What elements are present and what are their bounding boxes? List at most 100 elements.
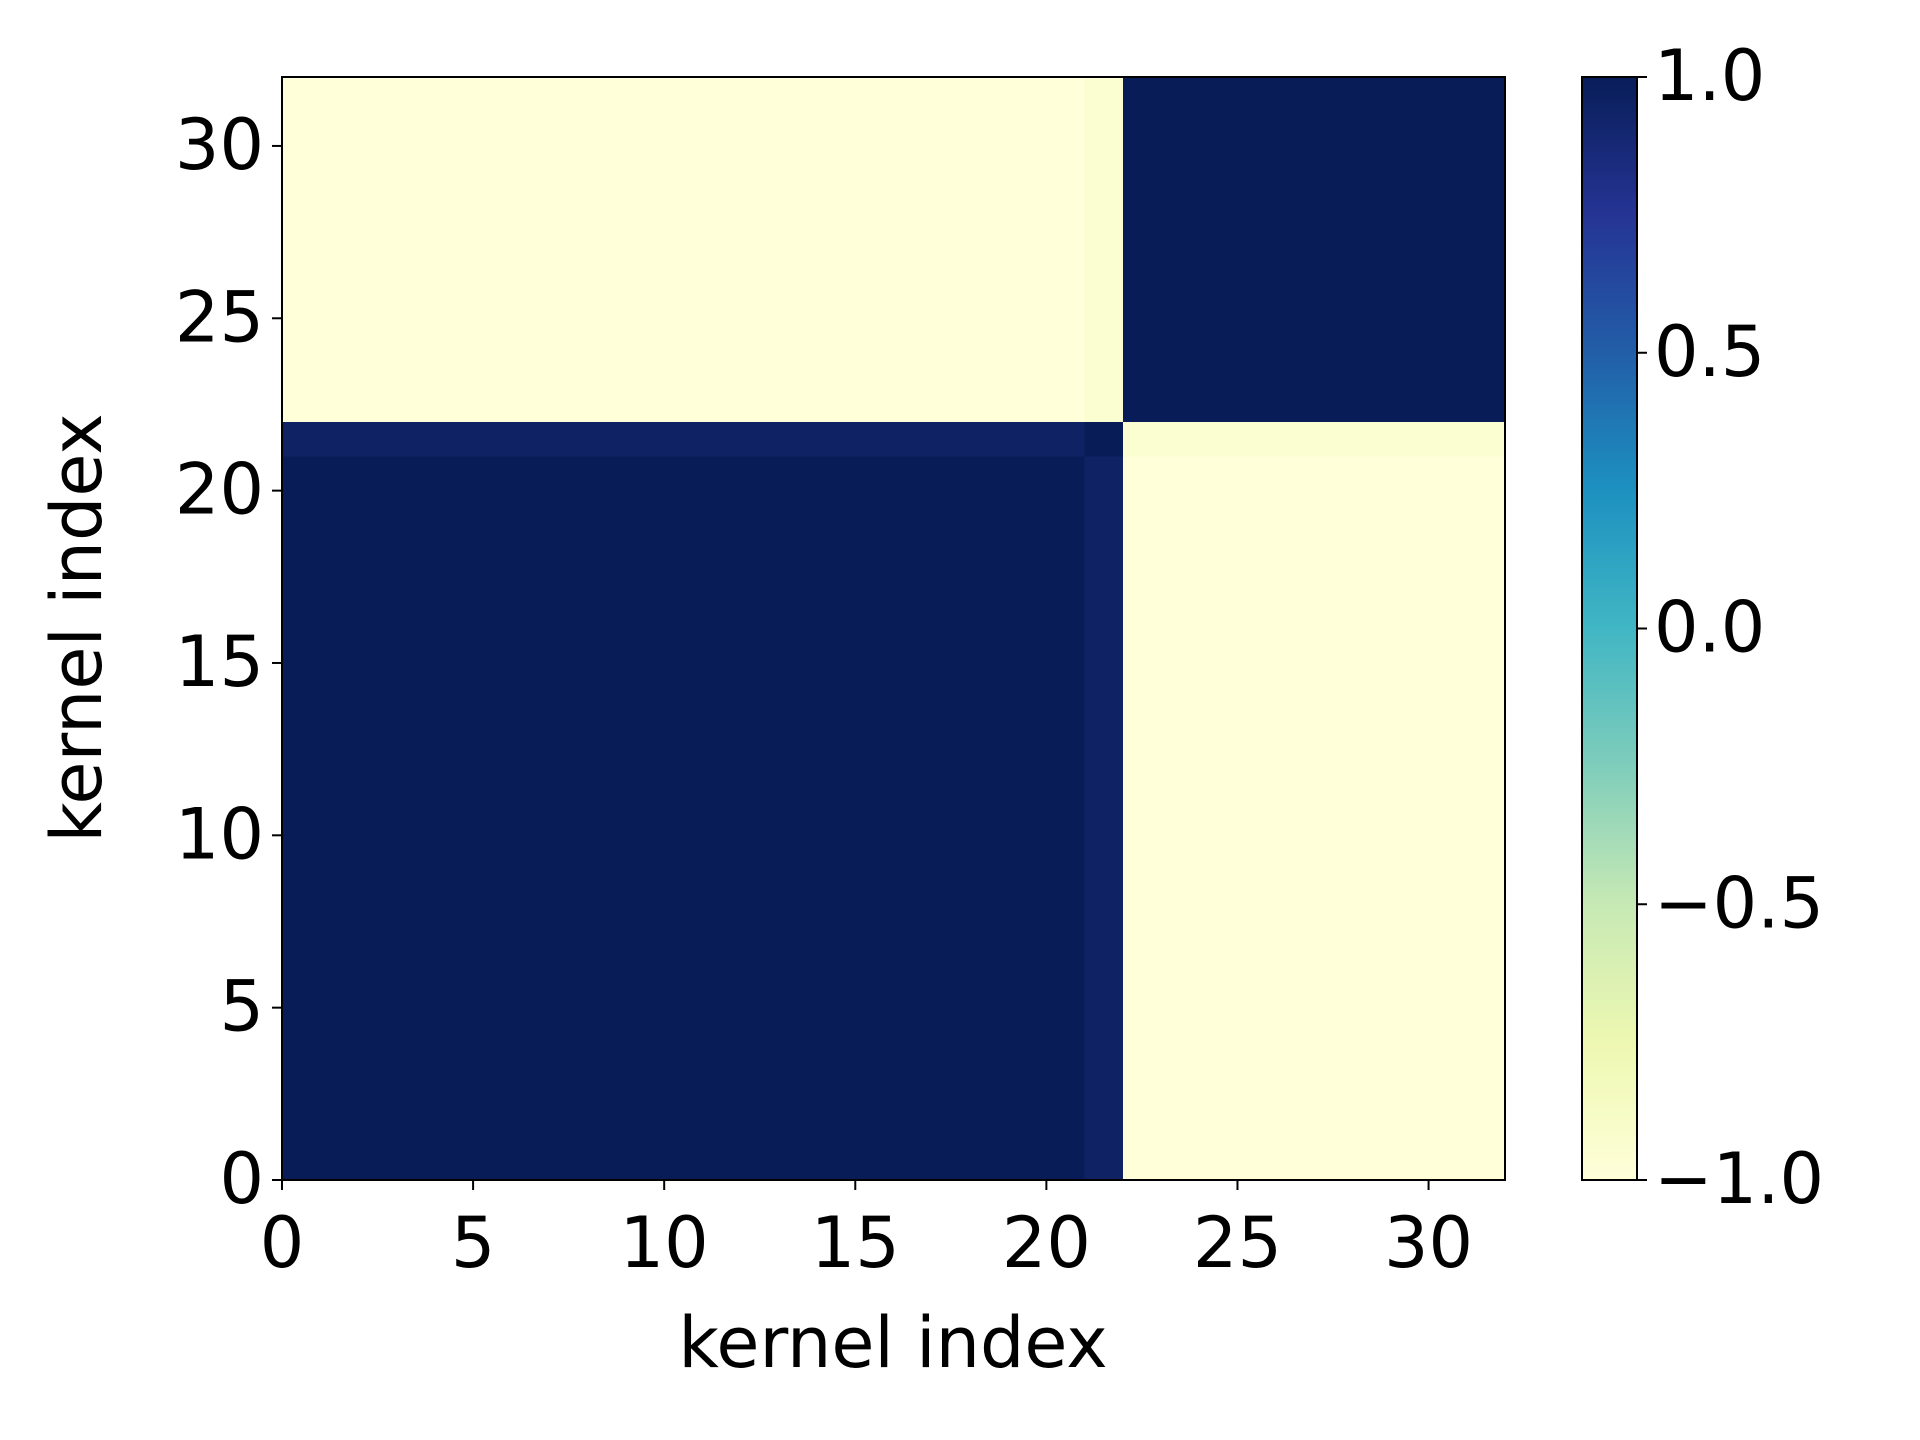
heatmap-cell: [702, 249, 742, 285]
x-tick-label: 10: [620, 1202, 709, 1284]
heatmap-cell: [778, 594, 818, 629]
heatmap-cell: [549, 490, 589, 526]
heatmap-cell: [282, 1042, 321, 1078]
heatmap-cell: [1352, 318, 1391, 354]
heatmap-cell: [1313, 283, 1353, 319]
heatmap-cell: [1352, 1145, 1391, 1181]
y-tick-label: 20: [175, 449, 264, 531]
heatmap-cell: [282, 214, 321, 250]
heatmap-cell: [1313, 938, 1353, 974]
heatmap-cell: [740, 594, 780, 629]
heatmap-cell: [1008, 800, 1047, 836]
heatmap-cell: [1352, 1042, 1391, 1078]
heatmap-cell: [587, 559, 627, 595]
heatmap-cell: [817, 835, 856, 871]
heatmap-cell: [893, 662, 933, 698]
heatmap-cell: [664, 145, 703, 181]
heatmap-cell: [1046, 180, 1086, 216]
heatmap-cell: [1122, 835, 1162, 871]
heatmap-cell: [1046, 283, 1086, 319]
heatmap-cell: [1466, 1007, 1506, 1043]
heatmap-cell: [434, 1076, 474, 1112]
heatmap-cell: [1084, 456, 1124, 492]
heatmap-cell: [778, 77, 818, 112]
heatmap-cell: [587, 456, 627, 492]
y-axis-label: kernel index: [36, 413, 118, 842]
y-tick-label: 30: [175, 104, 264, 186]
heatmap-cell: [434, 214, 474, 250]
heatmap-cell: [1237, 249, 1277, 285]
heatmap-cell: [396, 421, 436, 457]
heatmap-cell: [1275, 1042, 1315, 1078]
heatmap-cell: [1275, 1007, 1315, 1043]
heatmap-cell: [1122, 766, 1162, 802]
heatmap-cell: [1428, 869, 1468, 905]
heatmap-cell: [1352, 421, 1391, 457]
heatmap-cell: [320, 145, 359, 181]
heatmap-cell: [969, 283, 1009, 319]
heatmap-cell: [396, 249, 436, 285]
heatmap-cell: [969, 214, 1009, 250]
heatmap-cell: [1275, 180, 1315, 216]
heatmap-cell: [1084, 662, 1124, 698]
heatmap-cell: [1466, 421, 1506, 457]
heatmap-cell: [1237, 180, 1277, 216]
heatmap-cell: [1122, 628, 1162, 664]
heatmap-cell: [396, 180, 436, 216]
heatmap-cell: [1390, 1145, 1430, 1181]
heatmap-cell: [740, 525, 780, 561]
heatmap-cell: [969, 77, 1009, 112]
heatmap-cell: [1008, 421, 1047, 457]
heatmap-cell: [1313, 456, 1353, 492]
heatmap-cell: [1084, 594, 1124, 629]
heatmap-cell: [1084, 180, 1124, 216]
heatmap-cell: [1084, 697, 1124, 733]
heatmap-cell: [1161, 525, 1200, 561]
colorbar-tick-label: −0.5: [1654, 862, 1824, 944]
heatmap-cell: [1428, 77, 1468, 112]
heatmap-cell: [434, 490, 474, 526]
heatmap-cell: [1046, 214, 1086, 250]
heatmap-cell: [1237, 938, 1277, 974]
heatmap-cell: [434, 628, 474, 664]
heatmap-cell: [893, 421, 933, 457]
heatmap-cell: [1084, 835, 1124, 871]
heatmap-cell: [1161, 731, 1200, 767]
heatmap-cell: [855, 456, 894, 492]
heatmap-cell: [778, 525, 818, 561]
heatmap-cell: [1237, 1076, 1277, 1112]
heatmap-cell: [740, 835, 780, 871]
heatmap-cell: [817, 283, 856, 319]
heatmap-cell: [1390, 180, 1430, 216]
heatmap-cell: [778, 387, 818, 423]
heatmap-cell: [1237, 111, 1277, 147]
heatmap-cell: [320, 1076, 359, 1112]
heatmap-cell: [1352, 1007, 1391, 1043]
heatmap-cell: [969, 145, 1009, 181]
heatmap-cell: [1008, 490, 1047, 526]
heatmap-cell: [969, 490, 1009, 526]
heatmap-cell: [931, 904, 971, 940]
heatmap-cell: [893, 318, 933, 354]
heatmap-cell: [855, 938, 894, 974]
heatmap-cell: [664, 352, 703, 388]
heatmap-cell: [1084, 249, 1124, 285]
heatmap-cell: [358, 318, 398, 354]
heatmap-cell: [778, 214, 818, 250]
heatmap-cell: [1199, 421, 1238, 457]
heatmap-cell: [855, 387, 894, 423]
heatmap-cell: [1428, 387, 1468, 423]
heatmap-cell: [1352, 456, 1391, 492]
heatmap-cell: [1466, 180, 1506, 216]
heatmap-cell: [320, 249, 359, 285]
heatmap-cell: [1275, 145, 1315, 181]
heatmap-cell: [358, 1076, 398, 1112]
heatmap-cell: [1237, 525, 1277, 561]
heatmap-cell: [702, 525, 742, 561]
heatmap-cell: [282, 731, 321, 767]
heatmap-cell: [1237, 1042, 1277, 1078]
heatmap-cell: [817, 1007, 856, 1043]
heatmap-cell: [473, 77, 512, 112]
heatmap-cell: [1199, 662, 1238, 698]
